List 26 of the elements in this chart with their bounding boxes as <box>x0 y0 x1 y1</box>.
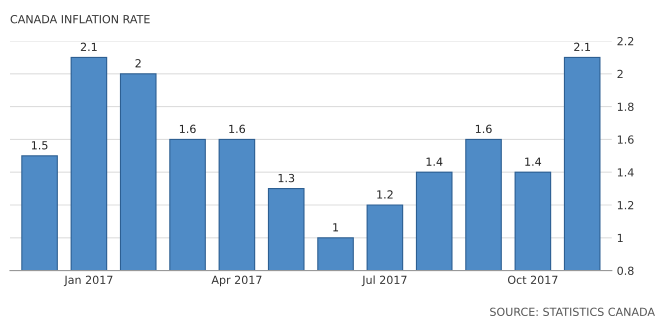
y-tick-label: 1 <box>618 234 623 242</box>
data-label: 1.3 <box>278 174 294 182</box>
y-tick-label: 1.6 <box>618 135 634 144</box>
x-tick-label: Apr 2017 <box>211 276 262 286</box>
y-tick-label: 1.8 <box>618 102 634 111</box>
data-label: 1.6 <box>476 124 492 134</box>
data-label: 2 <box>136 59 141 68</box>
data-label: 1.4 <box>426 158 442 166</box>
y-tick-label: 2 <box>617 70 623 78</box>
data-label: 2.1 <box>80 42 97 51</box>
source-note: SOURCE: STATISTICS CANADA <box>490 308 655 316</box>
chart-title: CANADA INFLATION RATE <box>10 14 150 24</box>
data-label: 1.6 <box>229 124 246 134</box>
data-label: 1.6 <box>180 124 196 134</box>
data-label: 2.1 <box>574 42 590 51</box>
data-label: 1 <box>333 223 338 232</box>
y-tick-label: 2.2 <box>617 36 634 46</box>
data-label: 1.4 <box>525 158 542 166</box>
x-tick-label: Oct 2017 <box>508 276 558 284</box>
y-tick-label: 0.8 <box>617 266 634 275</box>
data-label: 1.5 <box>32 141 48 150</box>
y-tick-label: 1.2 <box>618 200 634 210</box>
y-tick-label: 1.4 <box>618 168 634 176</box>
x-tick-label: Jan 2017 <box>64 276 112 286</box>
data-label: 1.2 <box>377 190 393 199</box>
x-tick-label: Jul 2017 <box>362 275 407 286</box>
